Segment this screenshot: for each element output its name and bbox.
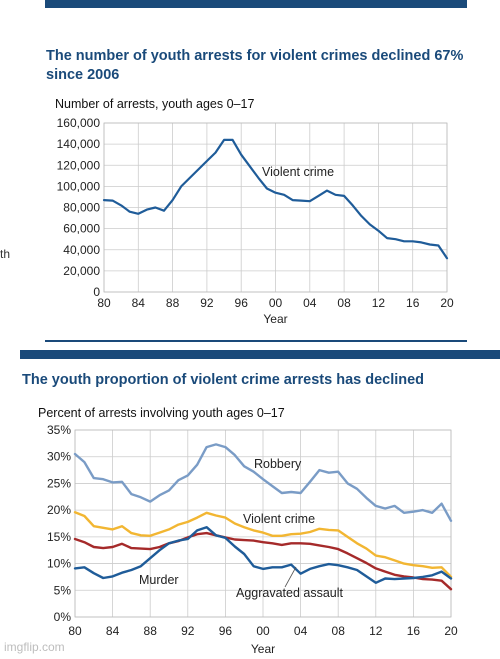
x-tick-label: 12 — [372, 296, 386, 310]
left-text-fragment: th — [0, 247, 11, 261]
plot-frame — [103, 122, 448, 293]
chart1-plot: 80 84 88 92 96 00 04 08 12 16 20 0 20,000 40,000 60,00… — [57, 116, 454, 326]
x-tick-label: 00 — [269, 296, 283, 310]
x-axis-label: Year — [251, 642, 275, 656]
annotation-leader-line — [284, 566, 297, 588]
middle-rule-thick — [20, 350, 500, 359]
x-axis-label: Year — [263, 312, 287, 326]
series-label-violent-crime: Violent crime — [262, 165, 334, 179]
x-tick-label: 88 — [144, 624, 158, 638]
series-line-aggravated-assault — [73, 531, 453, 591]
y-tick-label: 15% — [47, 530, 71, 544]
series-label-violent-crime: Violent crime — [243, 512, 315, 526]
chart1-subtitle: Number of arrests, youth ages 0–17 — [55, 97, 255, 111]
x-tick-label: 08 — [337, 296, 351, 310]
y-tick-label: 20,000 — [63, 264, 100, 278]
y-tick-label: 140,000 — [57, 137, 101, 151]
y-tick-label: 40,000 — [63, 243, 100, 257]
x-tick-label: 80 — [68, 624, 82, 638]
x-tick-label: 16 — [407, 624, 421, 638]
chart2-subtitle: Percent of arrests involving youth ages … — [38, 406, 285, 420]
y-tick-label: 35% — [47, 423, 71, 437]
y-tick-label: 60,000 — [63, 222, 100, 236]
top-rule — [45, 0, 467, 8]
y-tick-label: 160,000 — [57, 116, 101, 130]
x-tick-label: 84 — [132, 296, 146, 310]
x-tick-label: 16 — [406, 296, 420, 310]
x-tick-label: 12 — [369, 624, 383, 638]
y-tick-label: 0 — [93, 285, 100, 299]
series-line-violent-crime — [73, 511, 453, 579]
y-tick-label: 80,000 — [63, 201, 100, 215]
x-tick-label: 00 — [256, 624, 270, 638]
x-tick-label: 04 — [303, 296, 317, 310]
x-tick-label: 08 — [332, 624, 346, 638]
series-line-robbery — [73, 443, 453, 522]
series-label-robbery: Robbery — [254, 457, 302, 471]
x-tick-label: 96 — [235, 296, 249, 310]
series-label-murder: Murder — [139, 573, 179, 587]
x-tick-label: 20 — [440, 296, 454, 310]
y-tick-label: 30% — [47, 450, 71, 464]
x-tick-label: 92 — [200, 296, 214, 310]
x-tick-label: 80 — [97, 296, 111, 310]
plot-frame — [74, 429, 452, 618]
x-tick-label: 92 — [181, 624, 195, 638]
chart2-title: The youth proportion of violent crime ar… — [22, 372, 425, 388]
series-line-violent-crime — [102, 138, 449, 260]
y-tick-label: 10% — [47, 557, 71, 571]
y-tick-label: 100,000 — [57, 179, 101, 193]
x-tick-label: 88 — [166, 296, 180, 310]
y-tick-label: 5% — [54, 583, 72, 597]
chart1-title: The number of youth arrests for violent … — [46, 48, 464, 83]
x-tick-label: 04 — [294, 624, 308, 638]
y-tick-label: 20% — [47, 503, 71, 517]
y-tick-label: 120,000 — [57, 158, 101, 172]
x-tick-label: 96 — [219, 624, 233, 638]
x-tick-label: 84 — [106, 624, 120, 638]
y-tick-label: 0% — [54, 610, 72, 624]
x-tick-label: 20 — [444, 624, 458, 638]
watermark: imgflip.com — [4, 640, 65, 654]
middle-rule-thin — [45, 340, 467, 342]
series-label-aggravated-assault: Aggravated assault — [236, 586, 344, 600]
series-line-murder — [73, 526, 453, 584]
y-tick-label: 25% — [47, 476, 71, 490]
